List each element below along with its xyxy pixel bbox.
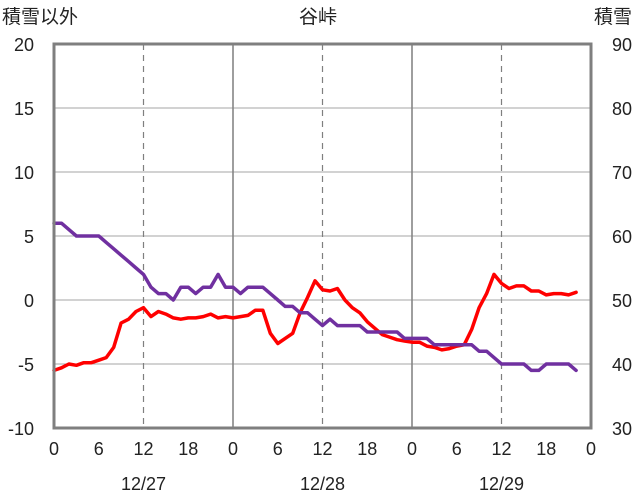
x-tick-label: 12 xyxy=(312,439,332,459)
x-tick-label: 6 xyxy=(94,439,104,459)
x-tick-label: 0 xyxy=(228,439,238,459)
series-line-2 xyxy=(52,221,578,373)
right-tick-label: 50 xyxy=(612,291,632,311)
left-tick-label: -10 xyxy=(8,419,34,439)
x-tick-label: 0 xyxy=(407,439,417,459)
x-tick-label: 18 xyxy=(357,439,377,459)
date-label: 12/29 xyxy=(479,474,524,494)
right-tick-label: 40 xyxy=(612,355,632,375)
left-tick-label: 15 xyxy=(14,99,34,119)
date-label: 12/27 xyxy=(121,474,166,494)
right-tick-label: 80 xyxy=(612,99,632,119)
left-tick-label: 0 xyxy=(24,291,34,311)
x-tick-label: 18 xyxy=(178,439,198,459)
right-tick-label: 60 xyxy=(612,227,632,247)
right-tick-label: 90 xyxy=(612,35,632,55)
chart-title: 谷峠 xyxy=(299,6,337,28)
labels: 積雪以外 谷峠 積雪 xyxy=(2,6,632,28)
right-tick-label: 70 xyxy=(612,163,632,183)
x-tick-label: 0 xyxy=(586,439,596,459)
right-axis-label: 積雪 xyxy=(594,6,632,28)
left-tick-label: 5 xyxy=(24,227,34,247)
x-tick-label: 12 xyxy=(133,439,153,459)
series-layer xyxy=(52,221,578,373)
plot-frame xyxy=(52,42,593,430)
x-tick-label: 6 xyxy=(452,439,462,459)
series-line-1 xyxy=(52,272,578,373)
left-axis-label: 積雪以外 xyxy=(2,6,78,28)
date-label: 12/28 xyxy=(300,474,345,494)
right-tick-label: 30 xyxy=(612,419,632,439)
left-tick-label: 20 xyxy=(14,35,34,55)
grid xyxy=(54,44,591,428)
x-tick-label: 0 xyxy=(49,439,59,459)
left-tick-label: -5 xyxy=(18,355,34,375)
x-tick-label: 12 xyxy=(491,439,511,459)
left-tick-label: 10 xyxy=(14,163,34,183)
x-tick-label: 18 xyxy=(536,439,556,459)
x-tick-label: 6 xyxy=(273,439,283,459)
